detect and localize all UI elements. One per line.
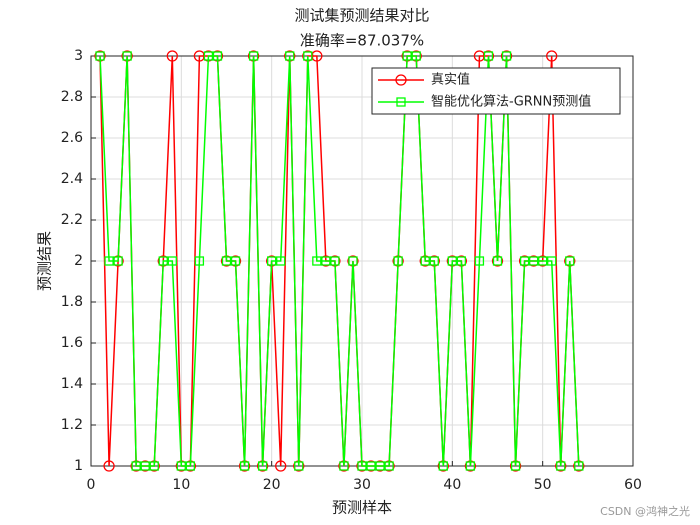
data-point [357,461,367,471]
data-point [330,256,340,266]
data-point [438,461,448,471]
series-line [99,55,580,467]
data-point [285,51,295,61]
y-tick-label: 1.6 [61,335,83,351]
y-tick-label: 2.6 [61,130,83,146]
data-point [230,256,241,266]
chart-subtitle: 准确率=87.037% [300,32,424,50]
x-tick-label: 40 [443,477,461,493]
data-point [483,51,494,61]
y-tick-label: 1.4 [61,376,83,392]
x-tick-label: 20 [263,477,281,493]
data-point [510,461,521,471]
data-point [194,256,205,266]
data-point [248,51,259,61]
data-point [393,256,403,266]
data-point [158,256,168,266]
data-point [429,256,439,266]
data-point [447,256,457,266]
data-point [275,460,287,472]
data-point [113,256,123,266]
legend-box [371,67,621,115]
data-point [176,461,186,471]
legend-label: 真实值 [431,72,470,88]
data-point [556,461,566,471]
data-point [492,256,503,266]
data-point [420,256,430,266]
y-tick-label: 2.4 [61,171,83,187]
data-point [239,461,250,471]
data-point [221,256,232,266]
data-point [574,461,584,471]
x-tick-label: 60 [624,477,642,493]
y-tick-label: 2 [74,253,83,269]
x-tick-label: 50 [534,477,552,493]
y-tick-label: 3 [74,48,83,64]
x-tick-label: 0 [87,477,96,493]
data-point [565,256,575,266]
data-point [167,256,177,266]
chart-title: 测试集预测结果对比 [294,7,429,25]
data-point [339,461,349,471]
x-tick-label: 30 [353,477,371,493]
data-point [103,460,115,472]
data-point [547,256,557,266]
data-point [375,461,385,471]
data-point [166,50,178,62]
legend-label: 智能优化算法-GRNN预测值 [431,94,591,110]
y-axis-label: 预测结果 [36,231,54,291]
data-point [131,461,141,471]
data-point [294,461,304,471]
data-point [366,461,376,471]
data-point [321,256,331,266]
data-point [312,256,322,266]
data-point [257,461,268,471]
data-point [456,256,467,266]
data-point [203,51,214,61]
data-point [501,51,512,61]
data-point [402,51,412,61]
data-point [212,51,223,61]
data-point [384,461,394,471]
data-point [149,461,159,471]
data-point [122,51,132,61]
data-point [95,51,105,61]
y-tick-label: 2.2 [61,212,83,228]
data-point [465,461,476,471]
data-point [276,256,286,266]
data-point [528,256,539,266]
y-tick-label: 1.8 [61,294,83,310]
data-point [267,256,277,266]
data-point [140,461,150,471]
y-tick-label: 1.2 [61,417,83,433]
legend-marker [396,97,406,107]
y-tick-label: 2.8 [61,89,83,105]
data-point [185,461,196,471]
data-point [348,256,358,266]
legend-marker [395,74,407,86]
y-tick-label: 1 [74,458,83,474]
data-point [411,51,421,61]
x-tick-label: 10 [172,477,190,493]
data-point [104,256,114,266]
x-axis-label: 预测样本 [332,499,392,517]
data-point [474,256,485,266]
data-point [546,50,558,62]
data-point [519,256,530,266]
data-point [538,256,548,266]
watermark: CSDN @鸿神之光 [600,504,690,518]
data-point [303,51,313,61]
